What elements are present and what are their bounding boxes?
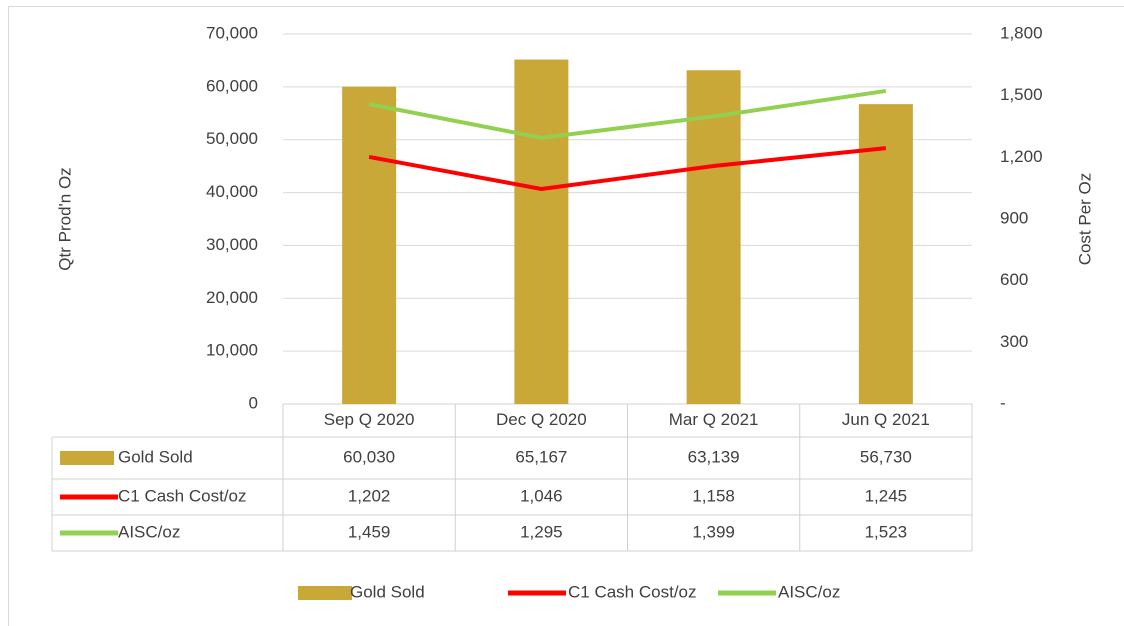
bar	[342, 86, 397, 404]
legend-label: C1 Cash Cost/oz	[568, 582, 697, 601]
table-cell: 1,046	[520, 486, 563, 505]
y2-tick-label: 1,200	[1000, 147, 1043, 166]
x-tick-label: Jun Q 2021	[842, 410, 930, 429]
table-series-name: AISC/oz	[118, 522, 180, 541]
table-series-name: Gold Sold	[118, 447, 193, 466]
table-cell: 1,158	[692, 486, 735, 505]
y-tick-label: 20,000	[206, 288, 258, 307]
y2-tick-label: 600	[1000, 270, 1028, 289]
legend-key	[298, 586, 352, 600]
y2-axis-title: Cost Per Oz	[1075, 173, 1094, 266]
y-tick-label: 60,000	[206, 76, 258, 95]
y2-tick-label: 900	[1000, 208, 1028, 227]
legend-label: Gold Sold	[350, 582, 425, 601]
y2-tick-label: -	[1000, 393, 1006, 412]
y-tick-label: 0	[249, 393, 258, 412]
table-cell: 1,399	[692, 522, 735, 541]
y-tick-label: 50,000	[206, 129, 258, 148]
table-series-name: C1 Cash Cost/oz	[118, 486, 247, 505]
y-tick-label: 10,000	[206, 341, 258, 360]
line	[368, 146, 887, 191]
y-tick-label: 70,000	[206, 23, 258, 42]
table-cell: 63,139	[688, 447, 740, 466]
bar	[514, 59, 569, 404]
bar	[686, 70, 741, 404]
table-cell: 1,523	[865, 522, 908, 541]
table-cell: 65,167	[515, 447, 567, 466]
table-cell: 1,295	[520, 522, 563, 541]
y2-tick-label: 1,800	[1000, 23, 1043, 42]
legend-label: AISC/oz	[778, 582, 840, 601]
chart-border	[8, 6, 1124, 626]
table-cell: 1,459	[348, 522, 391, 541]
x-tick-label: Dec Q 2020	[496, 410, 587, 429]
y-tick-label: 30,000	[206, 235, 258, 254]
y2-tick-label: 1,500	[1000, 85, 1043, 104]
table-cell: 60,030	[343, 447, 395, 466]
y-axis-title: Qtr Prod'n Oz	[55, 167, 74, 270]
table-cell: 1,245	[865, 486, 908, 505]
y2-tick-label: 300	[1000, 332, 1028, 351]
table-key	[60, 451, 114, 465]
x-tick-label: Sep Q 2020	[324, 410, 415, 429]
x-tick-label: Mar Q 2021	[669, 410, 759, 429]
bar	[858, 104, 913, 405]
table-cell: 1,202	[348, 486, 391, 505]
table-cell: 56,730	[860, 447, 912, 466]
line	[368, 88, 887, 140]
y-tick-label: 40,000	[206, 182, 258, 201]
